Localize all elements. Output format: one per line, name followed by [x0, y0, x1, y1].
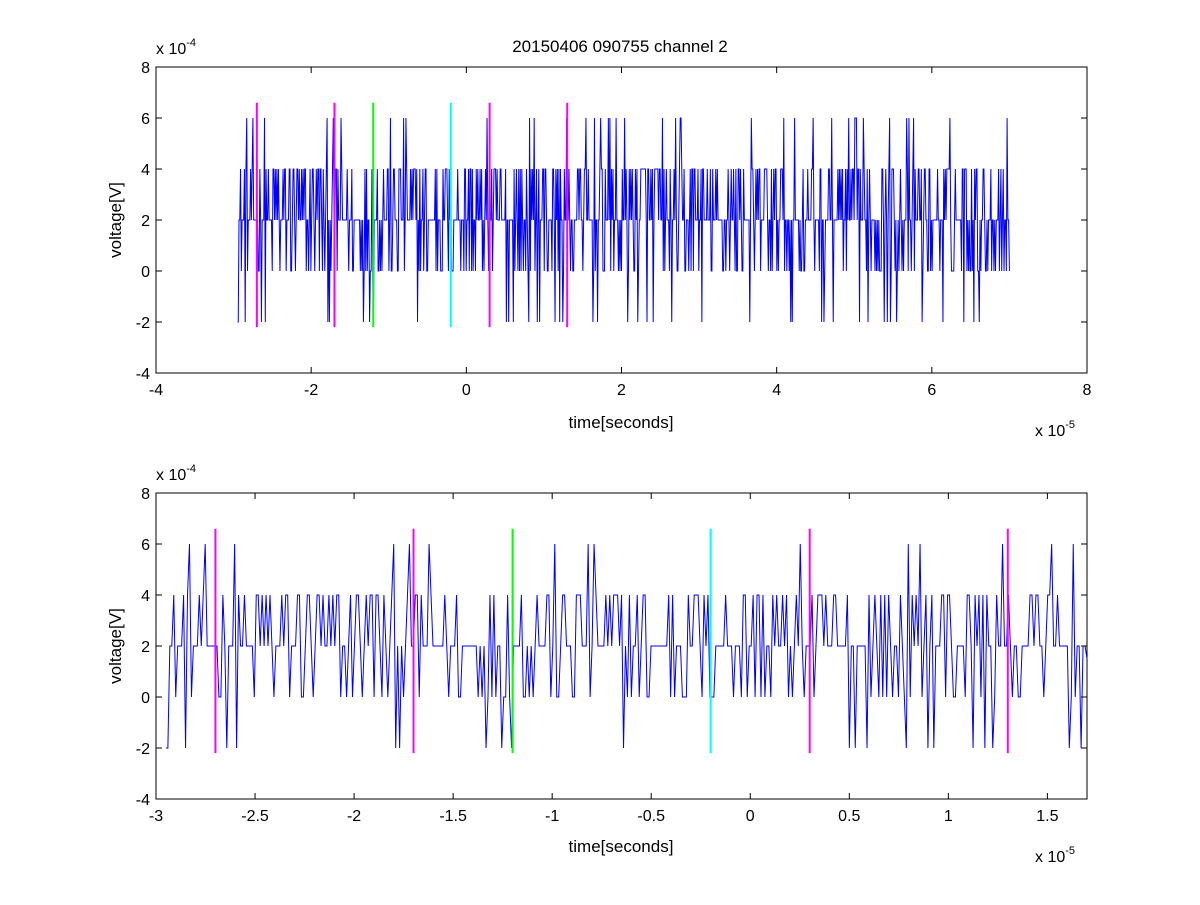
top-x-tick-label: -2: [304, 382, 318, 399]
top-y-tick-label: 2: [141, 213, 150, 230]
bottom-y-tick-label: 4: [141, 588, 150, 605]
bottom-signal-series: [165, 543, 1088, 749]
bottom-y-tick-label: 8: [141, 486, 150, 503]
top-x-tick-label: 0: [462, 382, 471, 399]
bottom-x-exponent-label: x 10-5: [1035, 845, 1075, 866]
top-signal-series: [237, 117, 1010, 323]
bottom-y-tick-label: 0: [141, 690, 150, 707]
bottom-y-exponent-label: x 10-4: [156, 463, 196, 484]
top-y-tick-label: 8: [141, 60, 150, 77]
top-x-tick-label: 4: [772, 382, 781, 399]
bottom-axes: -3 -2.5 -2 -1.5 -1 -0.5 0 0.5 1 1.5 -4 -2 0 2 4 6 8 x 10…: [106, 463, 1088, 866]
top-x-tick-label: 2: [617, 382, 626, 399]
bottom-y-tick-label: -4: [136, 792, 150, 809]
top-y-exponent-label: x 10-4: [156, 37, 196, 58]
bottom-x-tick-label: -2.5: [241, 808, 269, 825]
bottom-x-tick-label: -0.5: [637, 808, 665, 825]
top-axes: -4 -2 0 2 4 6 8 -4 -2 0 2 4 6 8 x 10-4 x 10-5 time[se…: [106, 37, 1092, 440]
top-x-exponent-label: x 10-5: [1035, 419, 1075, 440]
bottom-x-axis-label: time[seconds]: [569, 837, 674, 856]
bottom-y-tick-label: 2: [141, 639, 150, 656]
figure-title: 20150406 090755 channel 2: [512, 37, 728, 56]
bottom-y-tick-label: -2: [136, 741, 150, 758]
top-y-tick-label: 0: [141, 264, 150, 281]
bottom-x-tick-label: 1: [944, 808, 953, 825]
bottom-x-tick-label: -1: [545, 808, 559, 825]
top-x-tick-label: 6: [927, 382, 936, 399]
bottom-x-tick-label: -3: [149, 808, 163, 825]
top-x-tick-label: 8: [1083, 382, 1092, 399]
top-y-tick-label: 6: [141, 111, 150, 128]
bottom-x-tick-label: 1.5: [1036, 808, 1058, 825]
top-y-tick-label: -4: [136, 366, 150, 383]
bottom-x-tick-label: -1.5: [439, 808, 467, 825]
bottom-y-tick-label: 6: [141, 537, 150, 554]
top-y-tick-label: 4: [141, 162, 150, 179]
top-x-axis-label: time[seconds]: [569, 413, 674, 432]
bottom-x-tick-label: 0: [746, 808, 755, 825]
top-y-axis-label: voltage[V]: [106, 182, 125, 258]
bottom-x-tick-label: 0.5: [838, 808, 860, 825]
bottom-x-tick-label: -2: [347, 808, 361, 825]
top-y-tick-label: -2: [136, 315, 150, 332]
bottom-y-axis-label: voltage[V]: [106, 608, 125, 684]
top-x-tick-label: -4: [149, 382, 163, 399]
